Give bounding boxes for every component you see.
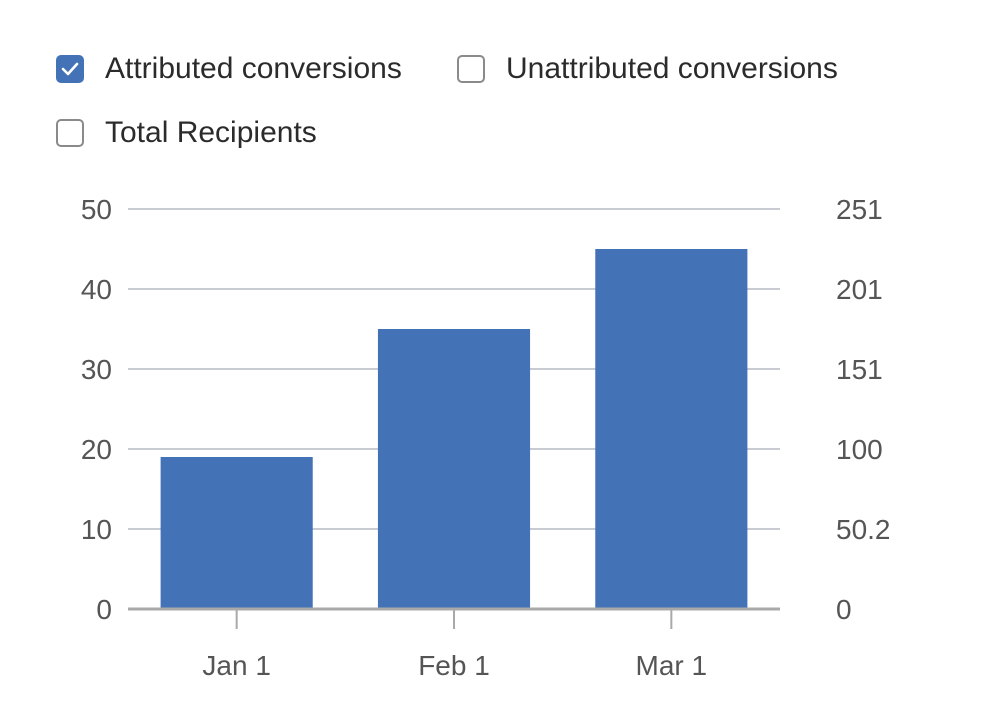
legend-label: Total Recipients bbox=[105, 116, 317, 149]
checkbox-unchecked-icon[interactable] bbox=[457, 55, 485, 83]
legend-label: Unattributed conversions bbox=[506, 52, 838, 85]
y-tick-label: 20 bbox=[81, 434, 112, 465]
checkbox-unchecked-icon[interactable] bbox=[56, 119, 84, 147]
legend-label: Attributed conversions bbox=[105, 52, 402, 85]
y2-tick-label: 201 bbox=[836, 274, 883, 305]
bar bbox=[160, 457, 313, 609]
y-tick-label: 40 bbox=[81, 274, 112, 305]
bar bbox=[595, 249, 748, 609]
legend-item-unattributed-conversions[interactable]: Unattributed conversions bbox=[457, 52, 838, 86]
y-tick-label: 0 bbox=[96, 594, 112, 625]
y2-tick-label: 0 bbox=[836, 594, 852, 625]
y-tick-label: 10 bbox=[81, 514, 112, 545]
x-tick-label: Jan 1 bbox=[202, 650, 271, 681]
y2-tick-label: 151 bbox=[836, 354, 883, 385]
bar bbox=[377, 329, 531, 609]
legend-item-attributed-conversions[interactable]: Attributed conversions bbox=[56, 52, 402, 86]
checkbox-checked-icon[interactable] bbox=[56, 55, 84, 83]
checkmark-icon bbox=[61, 62, 79, 76]
y2-tick-label: 50.2 bbox=[836, 514, 891, 545]
y-tick-label: 30 bbox=[81, 354, 112, 385]
x-tick-label: Mar 1 bbox=[636, 650, 708, 681]
y2-tick-label: 251 bbox=[836, 194, 883, 225]
y-tick-label: 50 bbox=[81, 194, 112, 225]
legend-item-total-recipients[interactable]: Total Recipients bbox=[56, 116, 317, 150]
x-tick-label: Feb 1 bbox=[418, 650, 490, 681]
y2-tick-label: 100 bbox=[836, 434, 883, 465]
